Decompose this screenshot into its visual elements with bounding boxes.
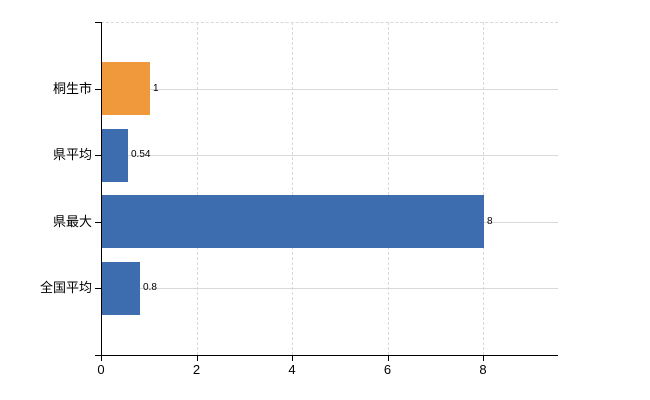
x-axis-tick-2: [196, 356, 198, 361]
x-axis-line: [95, 355, 558, 356]
category-label-2: 県最大: [52, 214, 92, 229]
y-axis-line: [101, 22, 102, 361]
x-axis-label-8: 8: [479, 362, 487, 377]
value-label-3: 0.8: [143, 282, 157, 293]
y-axis-top-tick: [95, 22, 101, 23]
x-gridline-4: [292, 22, 293, 355]
x-gridline-2: [196, 22, 198, 355]
category-label-1: 県平均: [52, 147, 92, 162]
y-axis-tick-1: [95, 155, 101, 156]
y-axis-tick-2: [95, 222, 101, 223]
x-gridline-6: [387, 22, 389, 355]
x-axis-label-6: 6: [383, 362, 392, 377]
x-axis-tick-4: [292, 356, 293, 361]
y-gridline-0: [102, 89, 558, 90]
bar-0: [102, 62, 150, 115]
x-gridline-8: [483, 22, 485, 355]
y-axis-tick-3: [95, 288, 101, 289]
value-label-0: 1: [153, 83, 159, 94]
y-gridline-3: [102, 288, 558, 289]
category-label-0: 桐生市: [52, 81, 92, 96]
bar-2: [102, 195, 484, 248]
x-axis-tick-6: [387, 356, 389, 361]
x-axis-label-2: 2: [192, 362, 201, 377]
y-gridline-1: [102, 155, 558, 156]
value-label-2: 8: [487, 216, 493, 227]
y-axis-tick-0: [95, 89, 101, 90]
category-label-3: 全国平均: [39, 280, 92, 295]
x-axis-tick-8: [483, 356, 485, 361]
value-label-1: 0.54: [131, 149, 151, 160]
x-axis-label-4: 4: [288, 362, 296, 377]
bar-1: [102, 129, 128, 182]
bar-3: [102, 262, 140, 315]
x-axis-label-0: 0: [97, 362, 105, 377]
plot-top-border: [101, 22, 558, 23]
